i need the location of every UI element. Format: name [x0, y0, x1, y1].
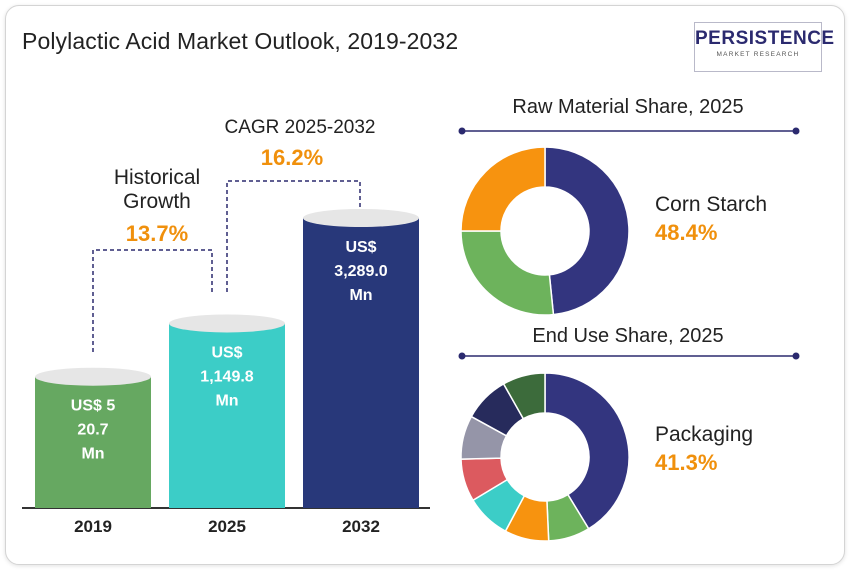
bar-chart: US$ 5 20.7 Mn 2019 US$ 1,149.8 Mn 2025 US$ 3,289.…: [35, 209, 419, 536]
historical-growth-label-line1: Historical: [114, 166, 200, 189]
divider-dot: [458, 352, 466, 360]
donut-slice: [460, 146, 546, 232]
bar-value-label: 1,149.8: [200, 368, 253, 385]
donut-slice: [460, 230, 555, 316]
raw-material-title: Raw Material Share, 2025: [512, 96, 743, 118]
corn-starch-value: 48.4%: [655, 220, 717, 245]
corn-starch-label: Corn Starch: [655, 193, 767, 216]
end-use-title: End Use Share, 2025: [532, 325, 723, 347]
end-use-donut: [460, 372, 630, 542]
donut-slice: [502, 372, 546, 420]
divider-dot: [792, 352, 800, 360]
x-tick-label: 2032: [342, 517, 380, 536]
bar-value-label: US$: [345, 239, 376, 256]
divider-dot: [458, 127, 466, 135]
bar-value-label: US$: [211, 344, 242, 361]
bar-cap-2025: [169, 314, 285, 333]
x-tick-label: 2019: [74, 517, 112, 536]
bar-cap-2032: [303, 209, 419, 227]
cagr-label: CAGR 2025-2032: [224, 117, 375, 138]
bar-2032: [303, 218, 419, 508]
cagr-value: 16.2%: [261, 145, 323, 170]
divider-dot: [792, 127, 800, 135]
packaging-value: 41.3%: [655, 450, 717, 475]
historical-growth-value: 13.7%: [126, 221, 188, 246]
bar-value-label: Mn: [81, 446, 104, 463]
bar-value-label: 3,289.0: [334, 263, 387, 280]
x-tick-label: 2025: [208, 517, 246, 536]
historical-growth-label-line2: Growth: [123, 190, 191, 213]
bar-value-label: 20.7: [77, 422, 108, 439]
raw-material-donut: [460, 146, 630, 316]
bar-value-label: Mn: [349, 287, 372, 304]
bar-value-label: Mn: [215, 392, 238, 409]
persistence-logo: PERSISTENCE MARKET RESEARCH: [694, 22, 835, 72]
page-title: Polylactic Acid Market Outlook, 2019-203…: [22, 28, 459, 54]
donut-slice: [544, 372, 630, 530]
cagr-connector: [226, 180, 361, 292]
logo-main-text: PERSISTENCE: [695, 28, 835, 49]
bar-cap-2019: [35, 367, 151, 386]
bar-2019: [35, 376, 151, 508]
bar-2025: [169, 323, 285, 508]
bar-value-label: US$ 5: [71, 398, 116, 415]
historical-growth-connector: [92, 249, 213, 352]
donut-slice: [544, 146, 630, 316]
packaging-label: Packaging: [655, 423, 753, 446]
logo-sub-text: MARKET RESEARCH: [716, 51, 800, 58]
